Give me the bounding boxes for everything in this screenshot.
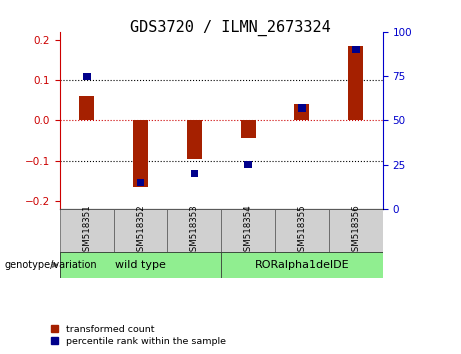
Text: GSM518356: GSM518356	[351, 205, 360, 257]
Bar	[295, 104, 309, 120]
Bar	[298, 104, 306, 112]
Text: GSM518351: GSM518351	[83, 205, 91, 257]
Bar	[133, 120, 148, 187]
Text: GSM518354: GSM518354	[244, 205, 253, 257]
Bar	[244, 161, 252, 168]
Bar	[348, 46, 363, 120]
Text: RORalpha1delDE: RORalpha1delDE	[254, 260, 349, 270]
Bar	[221, 209, 275, 253]
Text: GSM518353: GSM518353	[190, 205, 199, 257]
Bar	[167, 209, 221, 253]
Bar	[275, 209, 329, 253]
Bar	[329, 209, 383, 253]
Bar	[114, 209, 167, 253]
Bar	[79, 96, 95, 120]
Bar	[137, 179, 144, 186]
Bar	[241, 120, 256, 138]
Bar	[187, 120, 202, 159]
Text: GSM518352: GSM518352	[136, 205, 145, 257]
Text: GDS3720 / ILMN_2673324: GDS3720 / ILMN_2673324	[130, 19, 331, 36]
Text: wild type: wild type	[115, 260, 166, 270]
Bar	[83, 73, 90, 80]
Bar	[60, 209, 114, 253]
Text: GSM518355: GSM518355	[297, 205, 307, 257]
Bar	[352, 46, 360, 53]
Legend: transformed count, percentile rank within the sample: transformed count, percentile rank withi…	[51, 325, 226, 346]
Bar	[60, 252, 221, 278]
Text: genotype/variation: genotype/variation	[5, 260, 97, 270]
Bar	[190, 170, 198, 177]
Bar	[221, 252, 383, 278]
